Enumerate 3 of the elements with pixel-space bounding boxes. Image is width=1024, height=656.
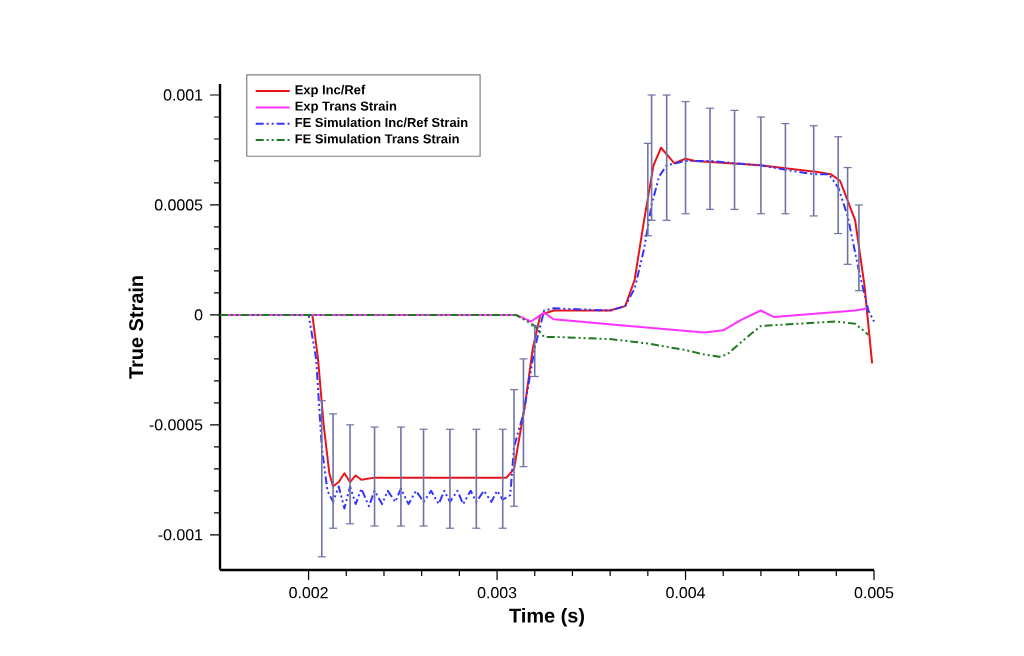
x-axis-title: Time (s) bbox=[509, 607, 585, 627]
line-series bbox=[219, 313, 870, 358]
y-axis-title: True Strain bbox=[128, 276, 144, 379]
